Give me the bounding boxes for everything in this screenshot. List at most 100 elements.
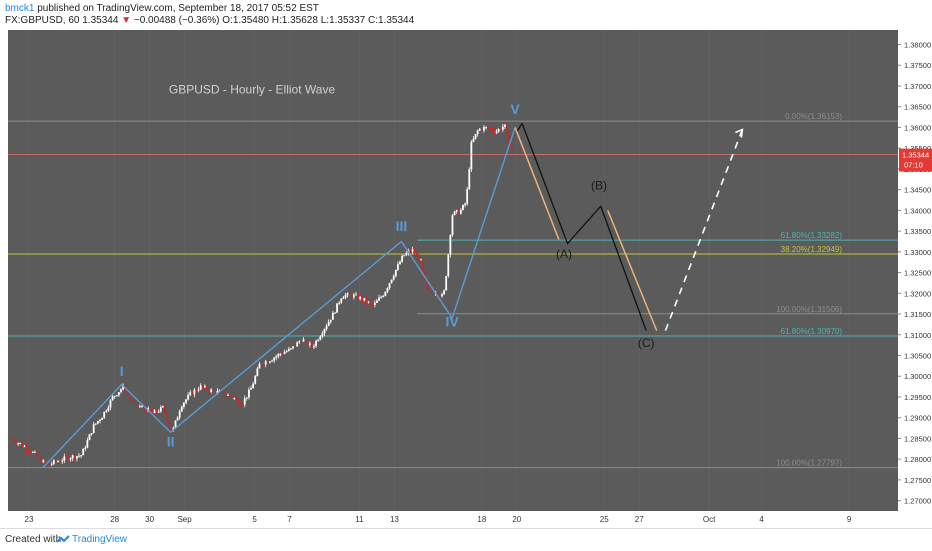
y-tick-label: 1.29500 <box>904 393 931 402</box>
candle-body <box>88 434 91 441</box>
x-tick-label: 23 <box>25 515 34 524</box>
x-tick-label: 28 <box>110 515 119 524</box>
y-tick-label: 1.30000 <box>904 372 931 381</box>
candle-body <box>495 131 498 133</box>
candle-body <box>57 461 59 463</box>
candle-body <box>388 283 391 289</box>
y-tick-label: 1.37500 <box>904 61 931 70</box>
candle-body <box>436 293 439 295</box>
candle-body <box>369 301 372 304</box>
projection-dashed-line <box>664 129 744 331</box>
author-link[interactable]: bmck1 <box>5 3 35 14</box>
candle-body <box>113 395 116 397</box>
wave-label-ii: II <box>167 434 175 450</box>
candle-body <box>105 410 108 412</box>
candle-body <box>138 406 141 408</box>
candle-body <box>168 419 171 425</box>
candle-body <box>273 357 276 361</box>
candle-body <box>201 385 204 388</box>
publish-info: bmck1 published on TradingView.com, Sept… <box>5 3 319 14</box>
candle-body <box>445 276 448 291</box>
candle-body <box>227 394 229 396</box>
candle-body <box>432 292 435 294</box>
candle-body <box>373 302 376 306</box>
projection-label: (A) <box>556 247 572 261</box>
fib-label: 61.80%(1.33282) <box>781 231 843 240</box>
candle-body <box>36 451 38 456</box>
candle-body <box>50 463 53 465</box>
candle-body <box>136 403 139 407</box>
candle-body <box>172 427 175 431</box>
candle-body <box>59 461 62 463</box>
candle-body <box>214 390 217 394</box>
candle-body <box>478 128 481 131</box>
y-tick-label: 1.32500 <box>904 269 931 278</box>
candle-body <box>424 270 427 280</box>
candle-body <box>233 398 236 400</box>
y-tick-label: 1.33500 <box>904 227 931 236</box>
candle-body <box>470 141 473 170</box>
y-tick-label: 1.33000 <box>904 248 931 257</box>
candle-body <box>15 441 17 444</box>
candle-body <box>120 389 122 393</box>
candle-body <box>61 460 64 462</box>
candle-body <box>422 259 425 271</box>
tradingview-link[interactable]: TradingView <box>72 534 128 545</box>
candle-body <box>384 291 387 296</box>
candle-body <box>67 456 70 460</box>
candle-body <box>269 361 271 363</box>
x-tick-label: 27 <box>635 515 644 524</box>
fib-label: 0.00%(1.36153) <box>785 112 842 121</box>
candle-body <box>426 279 429 291</box>
candle-body <box>187 395 189 400</box>
fib-label: 100.00%(1.27797) <box>776 459 842 468</box>
candle-body <box>48 464 51 466</box>
candle-body <box>283 352 286 354</box>
candle-body <box>126 391 129 394</box>
high-label: H: <box>271 15 282 26</box>
price-chart[interactable]: 0.00%(1.36153) 61.80%(1.33282) 38.20%(1.32… <box>0 28 932 528</box>
candle-body <box>162 406 164 408</box>
candle-body <box>275 356 278 358</box>
candle-body <box>71 455 74 459</box>
candle-body <box>438 294 441 297</box>
y-tick-label: 1.30500 <box>904 352 931 361</box>
candle-body <box>38 455 41 457</box>
x-tick-label: Oct <box>703 515 716 524</box>
candle-body <box>411 249 414 252</box>
candle-body <box>489 127 492 129</box>
candle-body <box>13 439 15 442</box>
candle-body <box>394 269 397 276</box>
candle-body <box>415 253 418 255</box>
candle-body <box>21 442 24 447</box>
candle-body <box>449 234 452 255</box>
tradingview-logo-icon <box>56 535 70 543</box>
candle-body <box>441 294 443 297</box>
candle-body <box>73 455 76 459</box>
candle-body <box>390 279 393 284</box>
candle-body <box>459 209 462 214</box>
candle-body <box>300 341 303 343</box>
candle-body <box>220 390 223 392</box>
candle-body <box>155 410 158 413</box>
candle-body <box>512 147 515 150</box>
candle-body <box>191 392 194 395</box>
candle-body <box>342 297 345 299</box>
candle-body <box>208 390 210 392</box>
candle-body <box>193 389 196 395</box>
candle-body <box>476 130 479 135</box>
candle-body <box>447 254 450 277</box>
candle-body <box>499 128 502 130</box>
candle-body <box>151 411 154 414</box>
y-tick-label: 1.27000 <box>904 497 931 506</box>
wave-label-i: I <box>120 363 124 379</box>
publish-text: published on TradingView.com, September … <box>37 3 319 14</box>
candle-body <box>75 456 78 459</box>
y-tick-label: 1.27500 <box>904 476 931 485</box>
x-tick-label: Sep <box>177 515 192 524</box>
candle-body <box>344 295 347 298</box>
candle-body <box>348 293 351 295</box>
candle-body <box>480 128 483 131</box>
candle-body <box>254 376 257 384</box>
candle-body <box>250 388 252 390</box>
